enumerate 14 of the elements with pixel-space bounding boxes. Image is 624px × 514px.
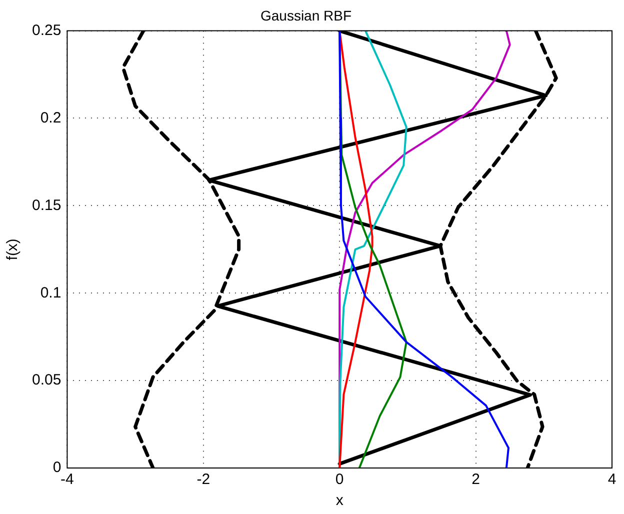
y-axis-title: f(x) — [4, 238, 22, 260]
chart-title: Gaussian RBF — [260, 7, 352, 24]
y-tick-label: 0.05 — [32, 372, 62, 389]
x-tick-label: 4 — [608, 471, 616, 488]
y-tick-label: 0.25 — [32, 22, 62, 39]
y-tick-label: 0 — [52, 459, 62, 476]
y-tick-label: 0.2 — [40, 109, 62, 126]
x-tick-label: -2 — [196, 471, 210, 488]
y-tick-label: 0.1 — [40, 284, 62, 302]
x-tick-label: 2 — [472, 471, 480, 488]
y-tick-label: 0.15 — [32, 196, 62, 214]
x-tick-label: 0 — [335, 471, 344, 488]
x-axis-title: x — [336, 492, 344, 510]
x-tick-label: -4 — [60, 471, 74, 488]
